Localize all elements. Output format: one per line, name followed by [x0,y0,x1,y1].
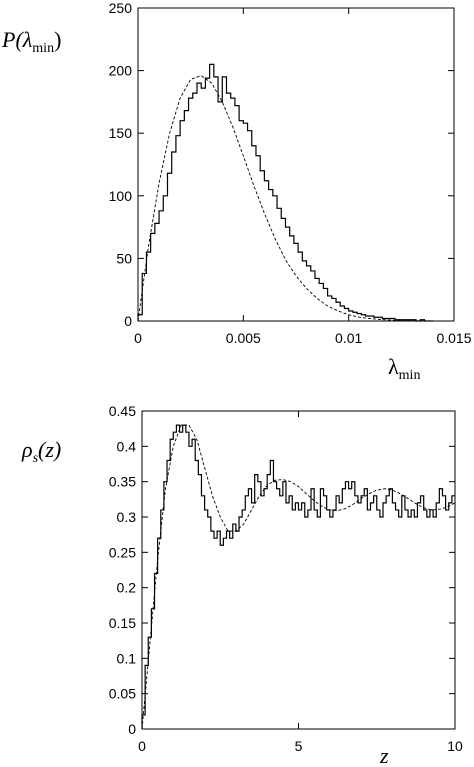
y-tick-label: 0.05 [109,686,136,702]
y-tick-label: 200 [109,63,133,79]
top-ticks: 0 0.005 0.01 0.015 0 50 100 150 200 250 [109,0,472,346]
chart-lambda-min-distribution: 0 0.005 0.01 0.015 0 50 100 150 200 250 P(λmin) λ… [1,0,472,383]
histogram-series [141,424,455,729]
y-tick-label: 0.1 [117,650,137,666]
x-axis-label-bottom: z [379,743,389,767]
y-tick-label: 250 [109,0,133,16]
y-tick-label: 0.3 [117,509,137,525]
x-tick-label: 0.005 [226,330,261,346]
y-tick-label: 0.25 [109,544,136,560]
x-tick-label: 0 [134,330,142,346]
y-tick-label: 0.2 [117,580,137,596]
x-tick-label: 0.015 [436,330,471,346]
x-tick-label: 0 [138,738,146,754]
y-tick-label: 150 [109,125,133,141]
histogram-series [137,63,433,322]
plot-frame-top [137,7,455,322]
y-tick-label: 0 [128,721,136,737]
y-axis-label-top: P(λmin) [1,27,61,56]
chart-rho-s-of-z: 0 5 10 0 0.05 0.1 0.15 0.2 0.25 0.3 0.35 0.4 0.45 ρs… [21,403,463,767]
y-tick-label: 0.35 [109,474,136,490]
plot-frame-bottom [141,410,456,730]
y-tick-label: 50 [116,250,132,266]
bottom-marks [141,424,456,730]
bottom-ticks: 0 5 10 0 0.05 0.1 0.15 0.2 0.25 0.3 0.35 0.4 0.45 [109,403,463,754]
y-tick-label: 100 [109,188,133,204]
x-axis-label-top: λmin [388,354,420,383]
top-marks [137,63,433,322]
y-axis-label-bottom: ρs(z) [21,437,61,466]
y-tick-label: 0.45 [109,403,136,419]
y-tick-label: 0.15 [109,615,136,631]
fit-curve-series [137,75,433,322]
x-tick-label: 0.01 [335,330,362,346]
fit-curve-series [141,424,456,730]
x-tick-label: 5 [295,738,303,754]
y-tick-label: 0 [124,313,132,329]
y-tick-label: 0.4 [117,438,137,454]
x-tick-label: 10 [447,738,463,754]
